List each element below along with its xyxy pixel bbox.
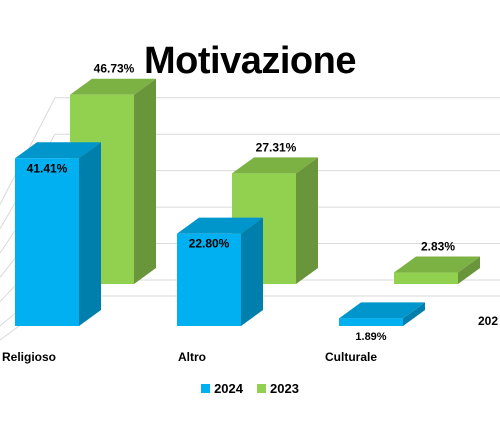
data-label-2023-religioso: 46.73% bbox=[94, 62, 135, 76]
bar-top-y2024-religioso bbox=[15, 142, 101, 159]
data-label-2023-culturale: 2.83% bbox=[421, 240, 455, 254]
bar-side-y2023-religioso bbox=[134, 78, 156, 284]
bar-side-y2023-altro bbox=[296, 157, 318, 284]
legend-label-2023: 2023 bbox=[270, 381, 299, 396]
chart-title: Motivazione bbox=[144, 40, 356, 82]
bar-top-y2024-altro bbox=[177, 217, 263, 234]
bar-top-y2024-culturale bbox=[339, 302, 425, 319]
data-label-2024-religioso: 41.41% bbox=[27, 161, 68, 175]
bar-side-y2024-altro bbox=[241, 217, 263, 326]
category-label-202: 202 bbox=[478, 314, 498, 328]
bar-side-y2024-culturale bbox=[403, 302, 425, 326]
data-label-2024-altro: 22.80% bbox=[189, 237, 230, 251]
bar-top-y2023-altro bbox=[232, 157, 318, 174]
bar-side-y2023-culturale bbox=[458, 256, 480, 284]
legend-item-2023: 2023 bbox=[257, 381, 299, 396]
legend-swatch-2024 bbox=[201, 384, 211, 393]
bar-top-y2023-culturale bbox=[394, 256, 480, 273]
legend: 2024 2023 bbox=[0, 381, 500, 396]
category-label-altro: Altro bbox=[178, 350, 206, 364]
bar-y2024-altro bbox=[177, 233, 241, 326]
data-label-2024-culturale: 1.89% bbox=[355, 331, 386, 343]
legend-swatch-2023 bbox=[257, 384, 266, 393]
category-label-culturale: Culturale bbox=[325, 350, 377, 364]
bar-side-y2024-religioso bbox=[79, 142, 101, 326]
category-label-religioso: Religioso bbox=[2, 350, 56, 364]
bar-y2023-culturale bbox=[394, 272, 458, 284]
legend-label-2024: 2024 bbox=[214, 381, 243, 396]
bar-top-y2023-religioso bbox=[70, 78, 156, 95]
legend-item-2024: 2024 bbox=[201, 381, 243, 396]
bar-y2024-culturale bbox=[339, 318, 403, 326]
data-label-2023-altro: 27.31% bbox=[256, 140, 297, 154]
bar-y2024-religioso bbox=[15, 158, 79, 326]
